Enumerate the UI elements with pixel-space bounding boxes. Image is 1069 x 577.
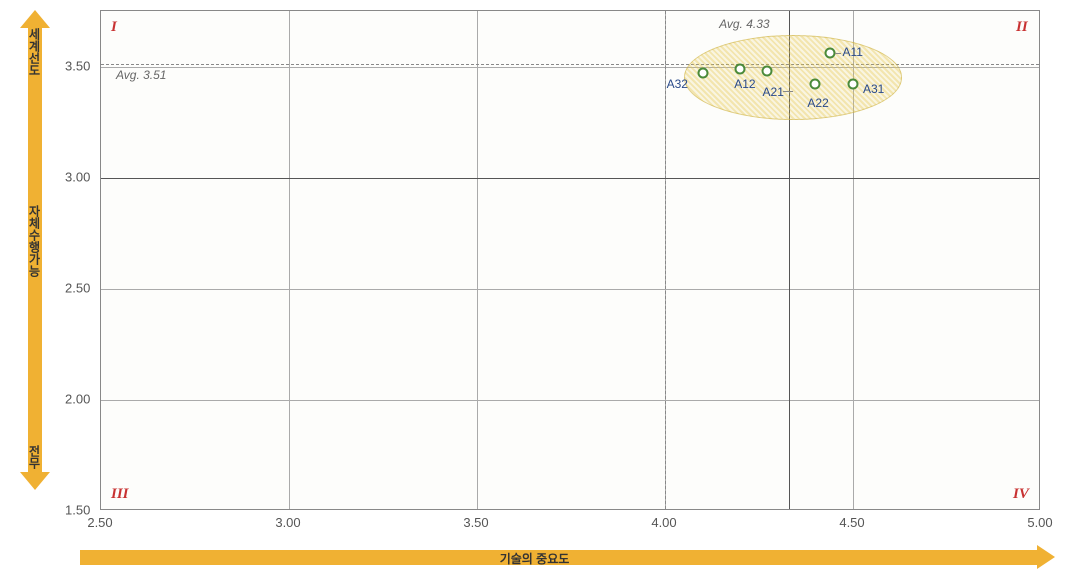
x-tick-label: 5.00 [1027, 515, 1052, 530]
y-axis-label-top: 세계선도 [26, 28, 43, 76]
quadrant-label-q4: IV [1013, 486, 1029, 503]
point-label-A31: A31 [863, 82, 884, 96]
quadrant-label-q1: I [111, 19, 117, 36]
point-A22 [810, 79, 821, 90]
point-A21 [761, 66, 772, 77]
plot-area: IIIIIIIVAvg. 3.51Avg. 4.33A11A12A21A22A3… [100, 10, 1040, 510]
y-tick-label: 3.00 [65, 169, 90, 184]
y-tick-label: 2.00 [65, 391, 90, 406]
cluster-ellipse [684, 35, 902, 119]
point-label-A21: A21 [763, 85, 784, 99]
point-label-A32: A32 [667, 77, 688, 91]
x-tick-label: 4.50 [839, 515, 864, 530]
x-axis-label: 기술의 중요도 [500, 550, 570, 567]
y-tick-label: 3.50 [65, 58, 90, 73]
avg-y-label: Avg. 3.51 [116, 68, 166, 82]
quadrant-label-q2: II [1016, 19, 1028, 36]
point-A11 [825, 48, 836, 59]
y-tick-label: 1.50 [65, 503, 90, 518]
x-tick-label: 2.50 [87, 515, 112, 530]
leader-line [835, 53, 841, 54]
point-label-A22: A22 [807, 96, 828, 110]
quadrant-line-h [101, 178, 1039, 179]
point-A12 [735, 63, 746, 74]
x-tick-label: 3.50 [463, 515, 488, 530]
gridline-h [101, 400, 1039, 401]
quadrant-label-q3: III [111, 486, 129, 503]
avg-x-label: Avg. 4.33 [719, 17, 769, 31]
gridline-v [289, 11, 290, 509]
y-tick-label: 2.50 [65, 280, 90, 295]
x-tick-label: 3.00 [275, 515, 300, 530]
arrow-right-icon [1037, 545, 1055, 569]
x-tick-label: 4.00 [651, 515, 676, 530]
y-axis-label-bot: 전무 [26, 445, 43, 469]
gridline-h [101, 289, 1039, 290]
arrow-down-icon [20, 472, 50, 490]
point-label-A12: A12 [734, 77, 755, 91]
chart-container: 세계선도 자체수행가능 전무 기술의 중요도 IIIIIIIVAvg. 3.51… [0, 0, 1069, 577]
point-A31 [848, 79, 859, 90]
point-A32 [697, 68, 708, 79]
y-axis-label-mid: 자체수행가능 [26, 205, 43, 277]
leader-line [783, 91, 793, 92]
avg-line-horizontal [101, 64, 1039, 65]
point-label-A11: A11 [842, 45, 862, 59]
gridline-v [477, 11, 478, 509]
